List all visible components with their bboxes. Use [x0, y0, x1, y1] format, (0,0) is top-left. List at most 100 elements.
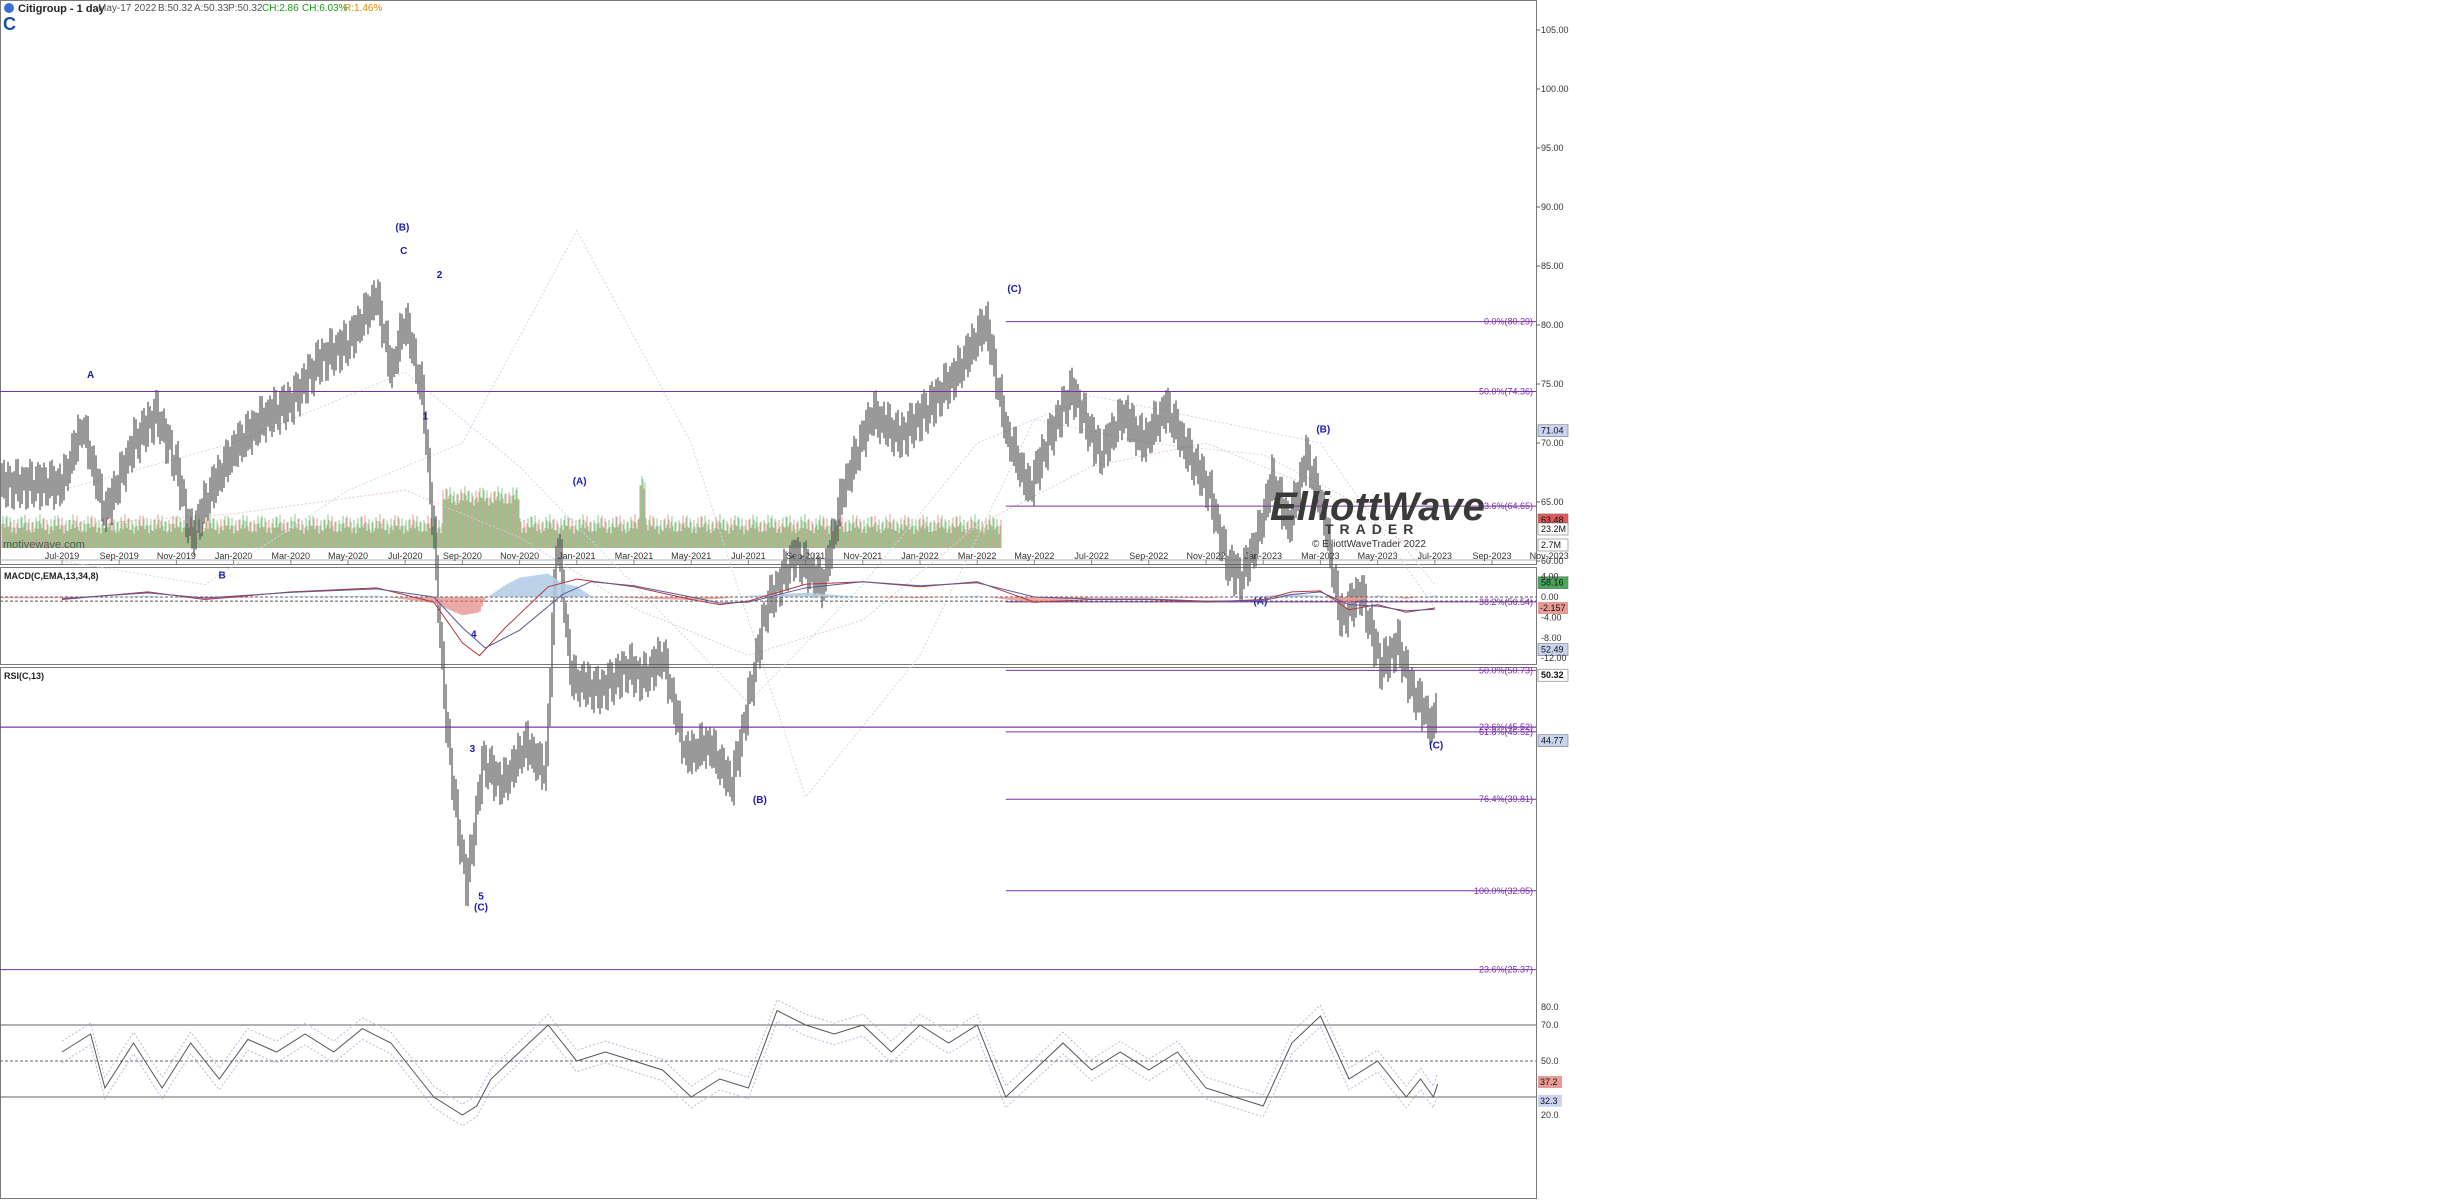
- wave-labels: AB(B)C21(A)435(C)(B)(C)(A)(B)(C): [87, 223, 1443, 914]
- macd-y-tick: -8.00: [1541, 633, 1562, 643]
- macd-y-tick: 0.00: [1541, 592, 1559, 602]
- x-tick-label: Nov-2020: [500, 551, 539, 561]
- wave-label: (C): [1429, 741, 1443, 752]
- header-change-pct: CH:6.03%: [302, 3, 348, 14]
- moving-average-bands: [61, 229, 1436, 799]
- y-tick-label: 100.00: [1541, 84, 1569, 94]
- rsi-band-upper: [61, 999, 1439, 1105]
- price-badge: [1537, 538, 1569, 552]
- fib-label: 23.6%(45.52): [1479, 722, 1533, 732]
- fib-label: 50.0%(74.36): [1479, 387, 1533, 397]
- macd-line: [61, 581, 1435, 649]
- watermark: motivewave.com: [3, 539, 85, 551]
- x-tick-label: May-2020: [328, 551, 368, 561]
- price-bars: [1, 279, 1437, 907]
- rsi-value-badge: [1538, 1094, 1562, 1107]
- x-tick-label: Mar-2022: [958, 551, 997, 561]
- macd-panel: MACD(C,EMA,13,34,8) 4.00 0.00 -4.00 -8.00 -12…: [0, 571, 1568, 663]
- price-y-axis: 105.00 100.00 95.00 90.00 85.00 80.00 75.00 70.…: [1536, 25, 1569, 566]
- rsi-value-badge: [1538, 1076, 1562, 1089]
- price-badge-label: 44.77: [1541, 736, 1564, 746]
- fib-label: 23.6%(25.37): [1479, 965, 1533, 975]
- y-tick-label: 105.00: [1541, 25, 1569, 35]
- header-bid: B:50.32: [158, 3, 193, 14]
- fib-label: 23.6%(64.65): [1479, 501, 1533, 511]
- price-badges: 71.04 63.48 58.16 52.49 50.32 44.77 23.2M 2.7M: [1537, 424, 1569, 748]
- logo-copyright: © ElliottWaveTrader 2022: [1312, 539, 1426, 550]
- price-badge: [1537, 424, 1569, 438]
- price-badge: [1537, 668, 1569, 682]
- symbol-dot-icon: [4, 3, 14, 13]
- x-tick-label: Mar-2023: [1301, 551, 1340, 561]
- header-change: CH:2.86: [262, 3, 299, 14]
- rsi-value-label: 32.3: [1540, 1096, 1558, 1106]
- y-tick-label: 80.00: [1541, 320, 1564, 330]
- macd-panel-frame: [0, 567, 1537, 665]
- wave-label: 1: [422, 411, 428, 422]
- price-panel-frame: [0, 0, 1537, 565]
- fib-label: 76.4%(39.81): [1479, 794, 1533, 804]
- macd-value-label: -2.157: [1540, 603, 1566, 613]
- macd-title: MACD(C,EMA,13,34,8): [4, 571, 99, 581]
- x-tick-label: May-2022: [1014, 551, 1054, 561]
- x-axis: Jul-2019 Sep-2019 Nov-2019 Jan-2020 Mar-2020…: [45, 551, 1569, 564]
- logo-wordmark: ElliottWave: [1270, 485, 1485, 529]
- x-tick-label: Mar-2021: [615, 551, 654, 561]
- wave-label: (A): [1253, 597, 1267, 608]
- macd-value-badge: [1538, 602, 1568, 615]
- rsi-line: [61, 1009, 1439, 1116]
- header-date: May-17 2022: [98, 3, 157, 14]
- price-badge-label: 71.04: [1541, 426, 1564, 436]
- wave-label: (C): [474, 902, 488, 913]
- macd-y-tick: -12.00: [1541, 653, 1567, 663]
- rsi-y-tick: 50.0: [1541, 1056, 1559, 1066]
- macd-y-tick: -4.00: [1541, 612, 1562, 622]
- symbol-title: Citigroup - 1 day: [18, 3, 106, 15]
- x-tick-label: May-2023: [1358, 551, 1398, 561]
- macd-y-tick: 4.00: [1541, 572, 1559, 582]
- header-range: R:1.46%: [344, 3, 382, 14]
- rsi-panel: RSI(C,13) 80.0 70.0 50.0 20.0 37.2 32.3: [0, 671, 1562, 1127]
- x-tick-label: Mar-2020: [272, 551, 311, 561]
- rsi-y-tick: 80.0: [1541, 1002, 1559, 1012]
- price-badge: [1537, 734, 1569, 748]
- x-tick-label: Nov-2022: [1186, 551, 1225, 561]
- rsi-y-tick: 70.0: [1541, 1020, 1559, 1030]
- rsi-band-lower: [61, 1020, 1439, 1127]
- y-tick-label: 95.00: [1541, 143, 1564, 153]
- logo-subtitle: TRADER: [1325, 521, 1419, 537]
- fib-label: 61.8%(45.52): [1479, 727, 1533, 737]
- wave-label: (A): [573, 476, 587, 487]
- x-tick-label: Sep-2020: [443, 551, 482, 561]
- macd-line: [61, 578, 1435, 657]
- rsi-y-tick: 20.0: [1541, 1110, 1559, 1120]
- x-tick-label: Sep-2022: [1129, 551, 1168, 561]
- y-tick-label: 65.00: [1541, 497, 1564, 507]
- y-tick-label: 60.00: [1541, 556, 1564, 566]
- price-badge: [1537, 522, 1569, 536]
- y-tick-label: 85.00: [1541, 261, 1564, 271]
- x-tick-label: Sep-2019: [100, 551, 139, 561]
- x-tick-label: Jan-2022: [901, 551, 939, 561]
- x-tick-label: Jan-2023: [1244, 551, 1282, 561]
- fib-label: 100.0%(32.05): [1474, 886, 1533, 896]
- x-tick-label: Jan-2021: [558, 551, 596, 561]
- x-tick-label: Jul-2023: [1418, 551, 1453, 561]
- x-tick-label: Nov-2023: [1530, 551, 1569, 561]
- x-tick-label: Sep-2023: [1472, 551, 1511, 561]
- wave-label: C: [400, 246, 407, 257]
- volume-bars: [1, 475, 1002, 548]
- price-badge-label: 52.49: [1541, 645, 1564, 655]
- fib-label: 50.0%(50.73): [1479, 665, 1533, 675]
- x-tick-label: Jul-2019: [45, 551, 80, 561]
- x-tick-label: Nov-2019: [157, 551, 196, 561]
- header-ask: A:50.33: [194, 3, 229, 14]
- wave-label: (B): [1316, 424, 1330, 435]
- price-badge-label: 2.7M: [1541, 540, 1561, 550]
- wave-label: (B): [395, 223, 409, 234]
- y-tick-label: 75.00: [1541, 379, 1564, 389]
- price-badge: [1537, 643, 1569, 656]
- y-tick-label: 70.00: [1541, 438, 1564, 448]
- wave-label: (C): [1007, 284, 1021, 295]
